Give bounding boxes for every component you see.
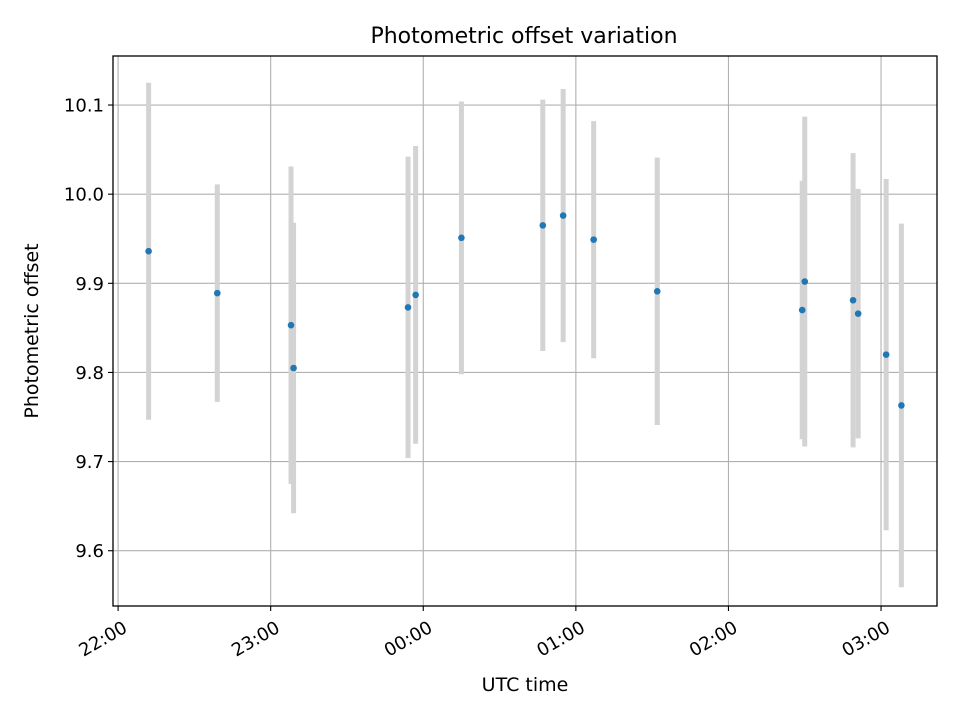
data-point [290, 364, 297, 372]
data-point [801, 278, 809, 285]
y-tick-label: 10.0 [64, 185, 104, 206]
data-point [412, 291, 419, 299]
data-point [213, 289, 221, 297]
data-point [653, 288, 661, 295]
data-point [287, 321, 295, 329]
data-point [145, 247, 152, 255]
y-tick-label: 9.7 [75, 452, 104, 473]
data-point [590, 236, 597, 243]
data-point [898, 402, 905, 409]
chart-title: Photometric offset variation [370, 24, 677, 49]
data-point [458, 234, 465, 242]
data-point [882, 351, 890, 358]
y-axis-ticks: 9.6 9.7 9.8 9.9 10.0 10.1 [64, 96, 113, 562]
x-axis-label: UTC time [482, 674, 569, 696]
data-point [854, 310, 862, 317]
y-tick-label: 9.9 [75, 274, 104, 295]
data-point [559, 212, 567, 219]
data-points [145, 212, 905, 409]
data-point [849, 296, 857, 304]
plot-area-frame [112, 55, 938, 607]
y-tick-label: 9.6 [75, 541, 104, 562]
data-point [404, 304, 412, 311]
data-point [539, 222, 547, 229]
y-axis-label: Photometric offset [21, 243, 43, 418]
y-tick-label: 10.1 [64, 96, 104, 117]
data-point [798, 306, 806, 314]
y-tick-label: 9.8 [75, 363, 104, 384]
grid [113, 56, 937, 606]
